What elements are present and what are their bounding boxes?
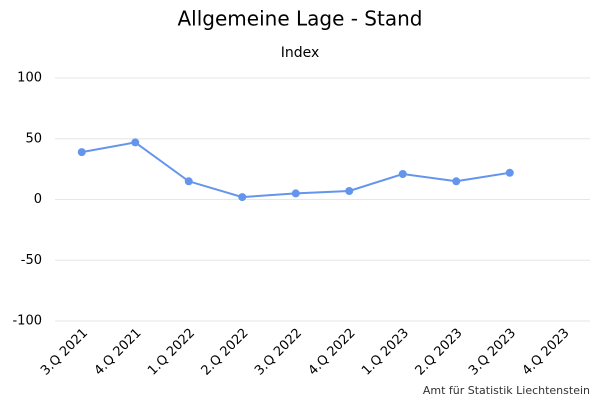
x-tick-label: 1.Q 2022 xyxy=(145,326,198,379)
data-point xyxy=(131,138,140,147)
y-tick-label: 0 xyxy=(34,192,42,207)
data-point xyxy=(505,168,514,177)
x-tick-label: 4.Q 2021 xyxy=(92,326,145,379)
y-tick-label: -100 xyxy=(12,314,42,329)
x-tick-label: 3.Q 2023 xyxy=(466,326,519,379)
x-tick-label: 2.Q 2023 xyxy=(413,326,466,379)
y-tick-label: 100 xyxy=(17,71,42,86)
x-tick-label: 4.Q 2023 xyxy=(520,326,573,379)
x-tick-label: 1.Q 2023 xyxy=(359,326,412,379)
data-point xyxy=(184,177,193,186)
x-tick-label: 4.Q 2022 xyxy=(306,326,359,379)
y-tick-label: -50 xyxy=(21,253,42,268)
data-point xyxy=(291,189,300,198)
data-point xyxy=(238,193,247,202)
data-point xyxy=(398,169,407,178)
line-series xyxy=(81,141,510,199)
x-tick-label: 3.Q 2022 xyxy=(252,326,305,379)
data-point xyxy=(452,177,461,186)
y-tick-label: 50 xyxy=(25,131,42,146)
x-tick-label: 2.Q 2022 xyxy=(199,326,252,379)
x-tick-label: 3.Q 2021 xyxy=(38,326,91,379)
data-point xyxy=(77,148,86,157)
data-point xyxy=(345,186,354,195)
source-note: Amt für Statistik Liechtenstein xyxy=(423,384,590,397)
chart-subtitle: Index xyxy=(281,45,320,61)
chart-title: Allgemeine Lage - Stand xyxy=(178,7,423,31)
